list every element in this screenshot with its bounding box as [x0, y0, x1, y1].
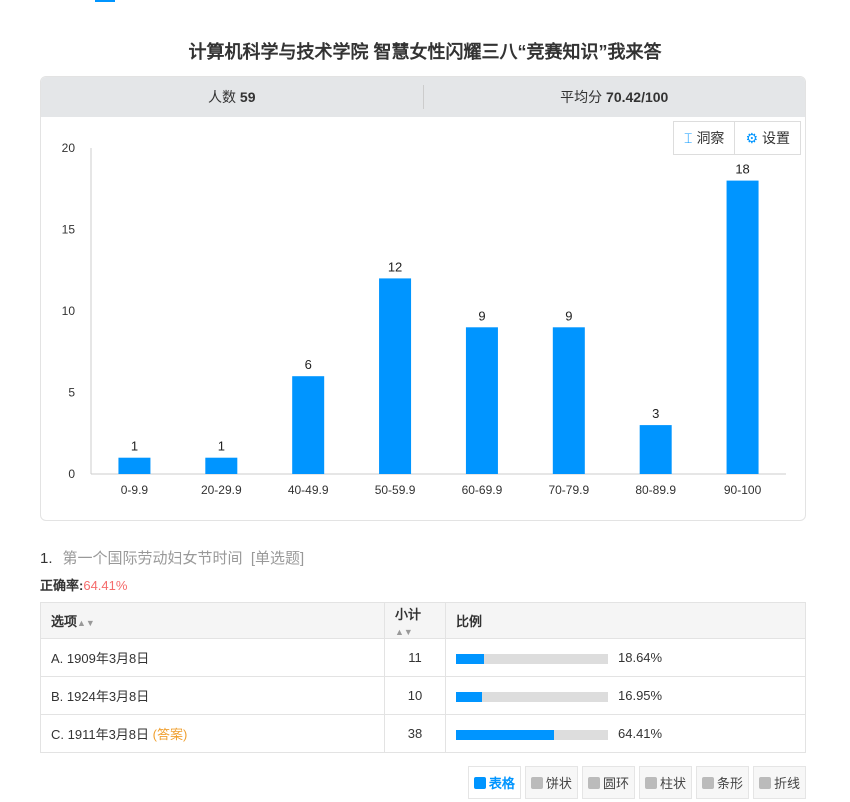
bar-chart-icon: [701, 776, 714, 789]
option-cell: C. 1911年3月8日 (答案): [40, 714, 385, 753]
ratio-cell: 64.41%: [445, 714, 806, 753]
x-tick-label: 90-100: [724, 483, 762, 497]
ring-chart-icon: [587, 776, 600, 789]
bar-90-100: [726, 180, 759, 474]
view-ring-button[interactable]: 圆环: [581, 766, 635, 799]
count-cell: 10: [384, 676, 446, 715]
data-label: 18: [735, 162, 749, 177]
sort-icon[interactable]: ▲▼: [395, 626, 413, 637]
accuracy: 正确率:64.41%: [40, 578, 128, 593]
answer-tag: (答案): [152, 727, 188, 742]
data-label: 6: [305, 357, 312, 372]
header-count[interactable]: 小计▲▼: [384, 602, 446, 639]
x-tick-label: 80-89.9: [635, 483, 676, 497]
option-cell: B. 1924年3月8日: [40, 676, 385, 715]
count-cell: 38: [384, 714, 446, 753]
ratio-bar-fill: [456, 729, 554, 740]
y-tick-label: 5: [68, 386, 75, 400]
header-ratio: 比例: [445, 602, 806, 639]
x-tick-label: 70-79.9: [548, 483, 589, 497]
bar-40-49.9: [292, 376, 325, 474]
x-tick-label: 50-59.9: [375, 483, 416, 497]
line-chart-icon: [758, 776, 771, 789]
data-label: 12: [388, 259, 402, 274]
table-row: B. 1924年3月8日 10 16.95%: [40, 676, 806, 715]
pie-chart-icon: [530, 776, 543, 789]
data-label: 9: [565, 308, 572, 323]
insight-button[interactable]: ⌶ 洞察: [684, 129, 725, 147]
table-chart-icon: [473, 776, 486, 789]
ratio-bar-fill: [456, 691, 482, 702]
page-title: 计算机科学与技术学院 智慧女性闪耀三八“竞赛知识”我来答: [188, 42, 662, 62]
view-pie-button[interactable]: 饼状: [524, 766, 578, 799]
bar-0-9.9: [118, 457, 151, 474]
question-title: 1. 第一个国际劳动妇女节时间 [单选题]: [40, 550, 305, 567]
results-table: 选项▲▼ 小计▲▼ 比例 A. 1909年3月8日 11 18.64% B. 19…: [40, 602, 806, 753]
ratio-bar: [456, 653, 608, 664]
ratio-cell: 18.64%: [445, 638, 806, 677]
ratio-cell: 16.95%: [445, 676, 806, 715]
bar-50-59.9: [379, 278, 412, 474]
ratio-bar: [456, 729, 608, 740]
view-line-button[interactable]: 折线: [752, 766, 806, 799]
column-chart-icon: [644, 776, 657, 789]
chart-tools: ⌶ 洞察 ⚙ 设置: [673, 121, 801, 155]
ratio-bar-fill: [456, 653, 485, 664]
table-row: C. 1911年3月8日 (答案) 38 64.41%: [40, 714, 806, 753]
y-tick-label: 15: [62, 223, 76, 237]
bar-80-89.9: [639, 425, 672, 474]
ratio-bar: [456, 691, 608, 702]
y-tick-label: 20: [62, 141, 76, 155]
data-label: 3: [652, 406, 659, 421]
header-option[interactable]: 选项▲▼: [40, 602, 385, 639]
data-label: 1: [131, 439, 138, 454]
view-column-button[interactable]: 柱状: [638, 766, 692, 799]
divider: [422, 85, 424, 109]
x-tick-label: 40-49.9: [288, 483, 329, 497]
stats-bar: 人数 59 平均分 70.42/100: [41, 77, 805, 117]
count-stat: 人数 59: [208, 89, 256, 105]
view-bar-button[interactable]: 条形: [695, 766, 749, 799]
data-label: 9: [478, 308, 485, 323]
count-cell: 11: [384, 638, 446, 677]
y-tick-label: 10: [62, 304, 76, 318]
x-tick-label: 60-69.9: [462, 483, 503, 497]
view-table-button[interactable]: 表格: [467, 766, 521, 799]
option-cell: A. 1909年3月8日: [40, 638, 385, 677]
score-bar-chart: 0 5 10 15 20 1 0-9.9 1 20-29.9 6 40-49.9 12 50-59.9 9…: [62, 141, 786, 497]
bar-70-79.9: [552, 327, 585, 474]
sort-icon[interactable]: ▲▼: [77, 618, 95, 628]
active-tab-indicator: [95, 0, 115, 2]
view-switcher: 表格 饼状 圆环 柱状 条形 折线: [467, 766, 806, 799]
insight-icon: ⌶: [684, 129, 693, 146]
data-label: 1: [218, 439, 225, 454]
bar-60-69.9: [465, 327, 498, 474]
gear-icon: ⚙: [745, 129, 758, 146]
table-row: A. 1909年3月8日 11 18.64%: [40, 638, 806, 677]
average-stat: 平均分 70.42/100: [560, 89, 669, 105]
x-tick-label: 0-9.9: [121, 483, 149, 497]
x-tick-label: 20-29.9: [201, 483, 242, 497]
settings-button[interactable]: ⚙ 设置: [734, 122, 800, 154]
y-tick-label: 0: [68, 467, 75, 481]
score-distribution-card: 人数 59 平均分 70.42/100 0 5 10 15 20 1 0-9.9 1 20-29…: [40, 76, 806, 521]
bar-20-29.9: [205, 457, 238, 474]
